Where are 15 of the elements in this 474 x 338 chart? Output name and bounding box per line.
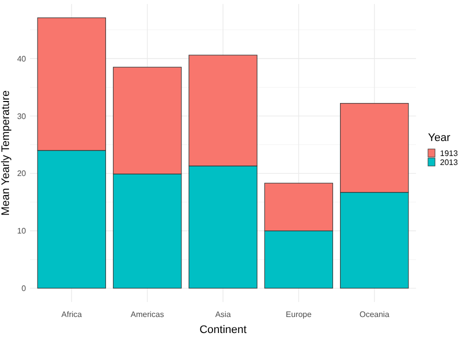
x-axis-title: Continent xyxy=(199,324,247,336)
x-tick-label: Oceania xyxy=(359,310,390,319)
y-tick-label: 40 xyxy=(17,54,27,64)
y-tick-label: 20 xyxy=(17,169,27,178)
legend-label: 1913 xyxy=(440,148,458,158)
x-tick-label: Europe xyxy=(286,310,312,319)
y-tick-label: 10 xyxy=(17,226,27,236)
x-tick-label: Americas xyxy=(130,310,164,319)
y-tick-label: 30 xyxy=(17,112,27,121)
x-tick-label: Asia xyxy=(215,310,232,319)
y-axis-title: Mean Yearly Temperature xyxy=(0,90,12,216)
y-tick-label: 0 xyxy=(22,284,27,294)
x-tick-label: Africa xyxy=(61,310,82,319)
legend-title: Year xyxy=(428,132,451,144)
legend-label: 2013 xyxy=(440,158,458,167)
